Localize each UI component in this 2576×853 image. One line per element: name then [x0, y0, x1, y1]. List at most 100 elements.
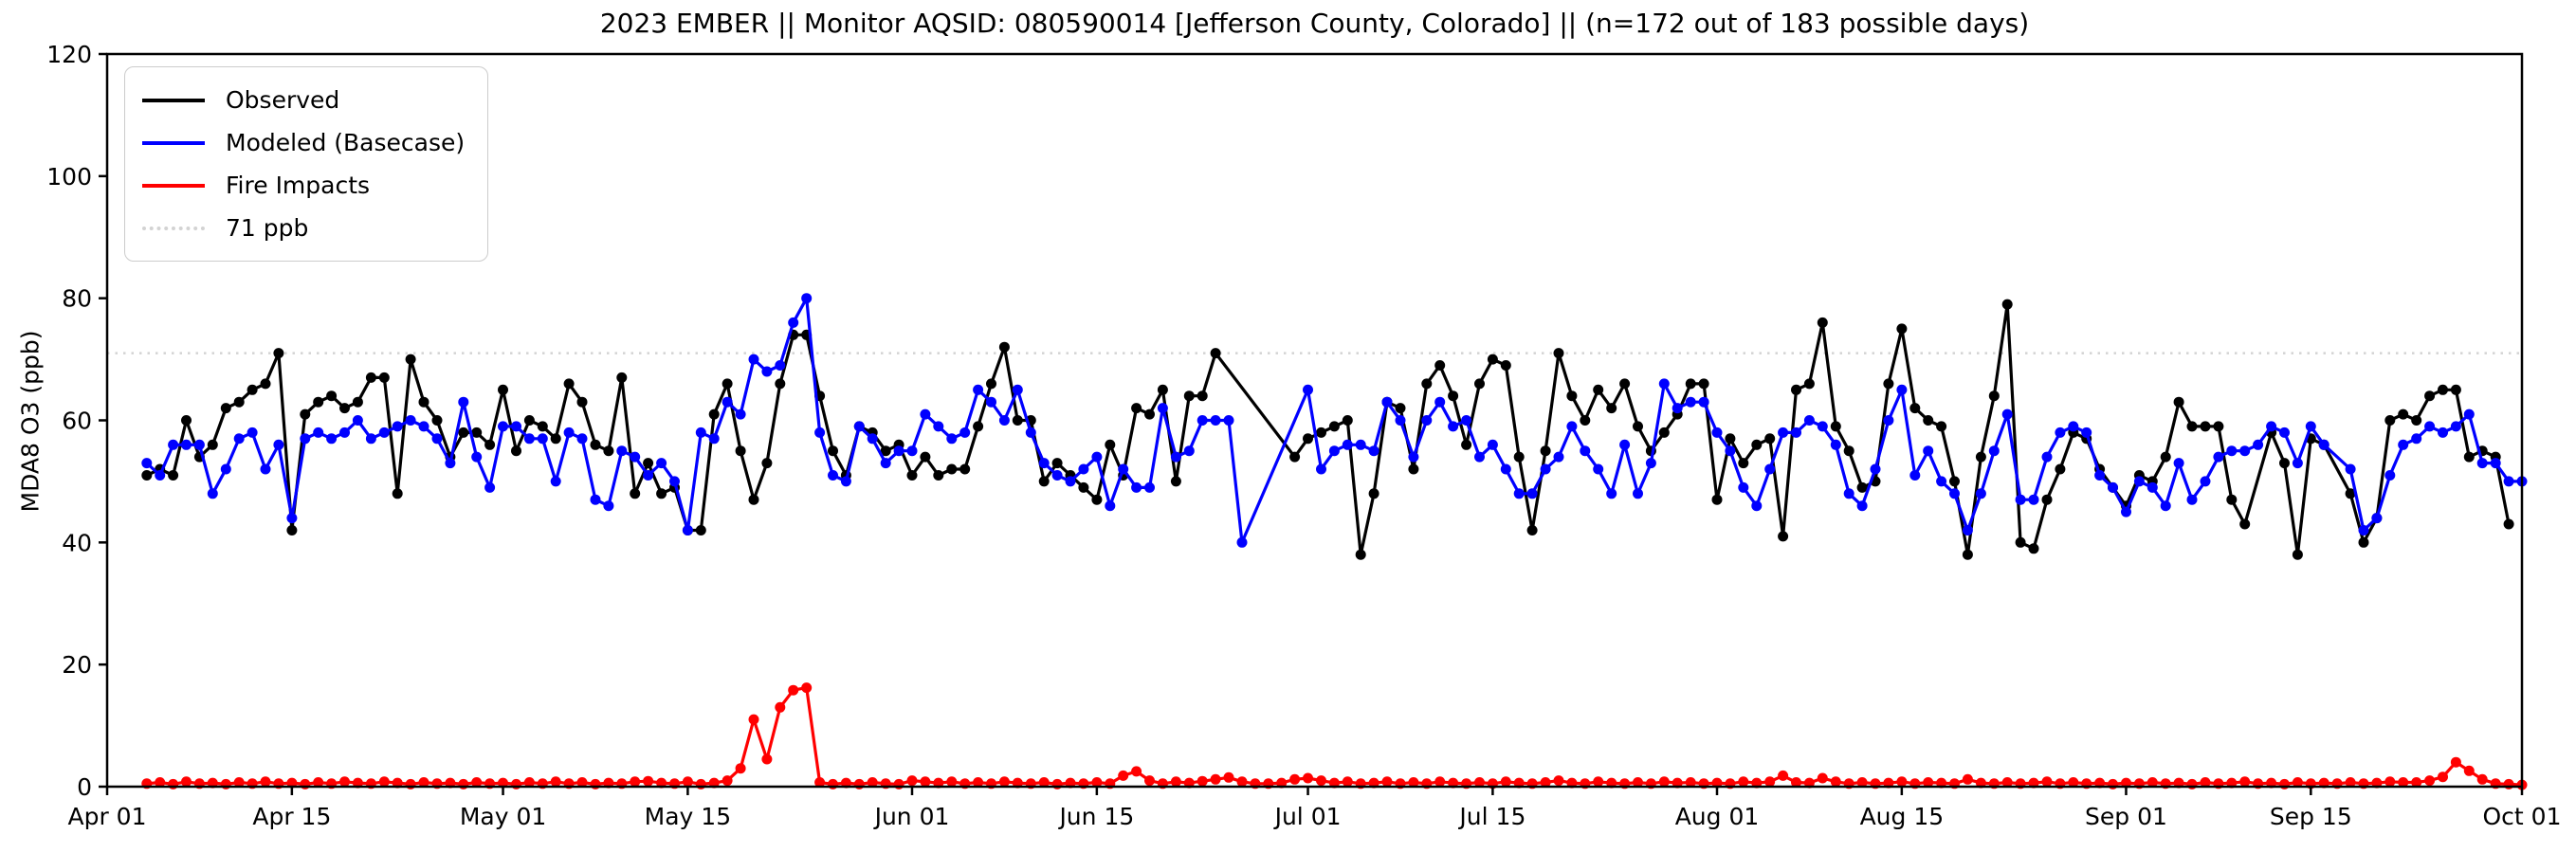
data-point [2476, 773, 2488, 785]
data-point [2438, 426, 2448, 438]
data-point [1448, 390, 1459, 402]
data-point [998, 341, 1010, 353]
data-point [590, 439, 601, 450]
data-point [1197, 775, 1208, 787]
data-point [1923, 777, 1934, 788]
data-point [339, 403, 350, 414]
data-point [893, 445, 904, 457]
data-point [2041, 494, 2053, 505]
data-point [1540, 777, 1551, 788]
x-tick-label: Sep 15 [2270, 803, 2352, 830]
data-point [1210, 773, 1221, 785]
data-point [603, 500, 614, 512]
y-tick-label: 120 [46, 41, 92, 68]
data-point [155, 777, 166, 788]
data-point [1342, 776, 1353, 788]
data-point [418, 421, 429, 432]
data-point [2358, 525, 2369, 535]
data-point [1197, 415, 1208, 426]
data-point [973, 421, 984, 432]
data-point [801, 682, 813, 694]
data-point [2450, 421, 2461, 432]
legend-label: Modeled (Basecase) [226, 129, 466, 156]
data-point [1962, 549, 1973, 560]
data-point [1870, 463, 1881, 475]
data-point [484, 481, 496, 493]
data-point [1210, 348, 1221, 359]
data-point [141, 458, 153, 469]
data-point [1923, 415, 1934, 426]
data-point [2226, 494, 2238, 505]
data-point [1342, 439, 1353, 450]
data-point [207, 488, 218, 499]
threshold-line-icon [142, 226, 205, 230]
data-point [181, 776, 192, 788]
data-point [1078, 463, 1089, 475]
legend-item-threshold: 71 ppb [142, 207, 465, 249]
data-point [1566, 421, 1578, 432]
data-point [814, 426, 826, 438]
data-point [576, 433, 588, 445]
data-point [1856, 500, 1868, 512]
data-point [2239, 776, 2251, 788]
data-point [1210, 415, 1221, 426]
data-point [1923, 445, 1934, 457]
data-point [748, 494, 759, 505]
data-point [1685, 378, 1696, 390]
data-point [2490, 458, 2501, 469]
data-point [378, 426, 390, 438]
data-point [511, 421, 521, 432]
data-point [233, 777, 245, 788]
data-point [669, 476, 680, 487]
data-point [2015, 536, 2026, 548]
data-point [286, 513, 298, 524]
data-point [1223, 771, 1234, 783]
data-point [1909, 470, 1921, 481]
data-point [643, 470, 654, 481]
data-point [233, 396, 245, 408]
data-point [1381, 776, 1393, 788]
data-point [1962, 773, 1973, 785]
data-point [1962, 525, 1973, 535]
data-point [1817, 317, 1828, 328]
data-point [1316, 426, 1326, 438]
data-point [2028, 543, 2039, 554]
observed-line-icon [142, 98, 205, 102]
data-point [1764, 463, 1776, 475]
data-point [1051, 470, 1063, 481]
data-point [735, 408, 746, 420]
data-point [2160, 500, 2171, 512]
data-point [1328, 445, 1340, 457]
data-point [1778, 426, 1789, 438]
data-point [867, 433, 878, 445]
data-point [378, 776, 390, 788]
data-point [2411, 777, 2422, 788]
data-point [1593, 776, 1604, 788]
data-point [1328, 421, 1340, 432]
data-point [471, 426, 483, 438]
data-point [1883, 415, 1894, 426]
data-point [1526, 525, 1538, 535]
data-point [920, 451, 931, 463]
data-point [1658, 776, 1670, 788]
data-point [1988, 445, 2000, 457]
data-point [1619, 439, 1631, 450]
x-tick-label: Aug 15 [1860, 803, 1945, 830]
data-point [260, 463, 271, 475]
data-point [1289, 451, 1301, 463]
data-point [247, 384, 258, 395]
x-tick-label: Sep 01 [2085, 803, 2167, 830]
data-point [352, 415, 363, 426]
data-point [1289, 773, 1301, 785]
data-point [1131, 403, 1142, 414]
data-point [1817, 421, 1828, 432]
data-point [247, 426, 258, 438]
data-point [1725, 445, 1736, 457]
data-point [2318, 439, 2329, 450]
data-point [1131, 766, 1142, 777]
data-point [616, 372, 628, 383]
data-point [1408, 777, 1419, 788]
data-point [392, 421, 403, 432]
data-point [273, 348, 284, 359]
